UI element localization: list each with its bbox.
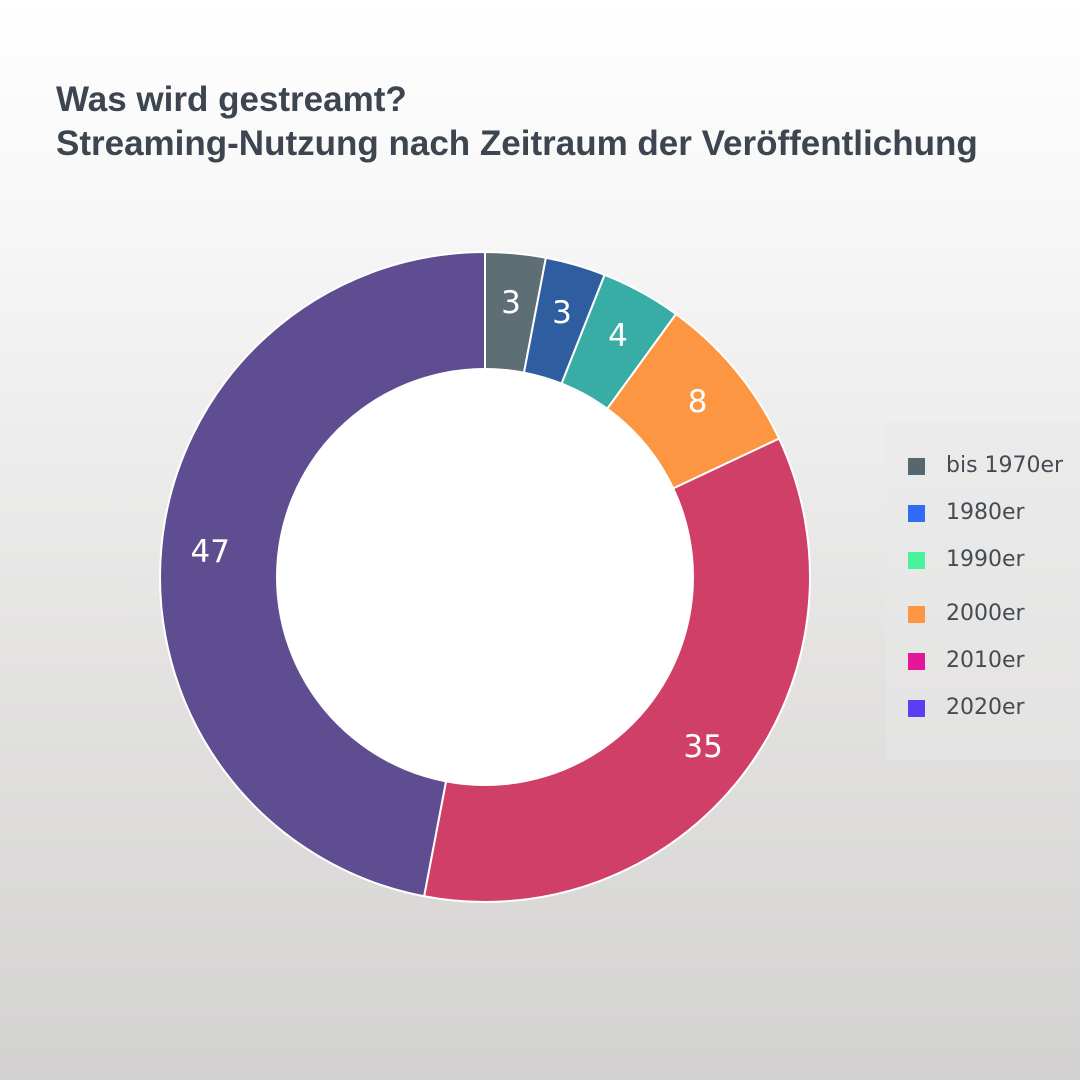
chart-title: Was wird gestreamt? Streaming-Nutzung na… xyxy=(56,78,978,166)
chart-subtitle: Streaming-Nutzung nach Zeitraum der Verö… xyxy=(56,124,978,163)
legend-swatch xyxy=(908,700,925,717)
slice-value-label: 35 xyxy=(683,729,722,765)
legend-swatch xyxy=(908,505,925,522)
legend-label: 2020er xyxy=(946,695,1025,720)
slice-value-label: 47 xyxy=(190,534,229,570)
legend-swatch xyxy=(908,552,925,569)
legend-label: 1990er xyxy=(946,547,1025,572)
slice-value-label: 3 xyxy=(552,295,572,331)
legend-item[interactable]: 2020er xyxy=(886,686,1080,733)
legend-swatch xyxy=(908,458,925,475)
legend-label: 2010er xyxy=(946,648,1025,673)
legend-item[interactable]: 1990er xyxy=(886,538,1080,585)
slice-value-label: 4 xyxy=(608,318,628,354)
legend-label: bis 1970er xyxy=(946,453,1064,478)
donut-hole xyxy=(276,368,694,786)
legend-item[interactable]: 1980er xyxy=(886,491,1080,538)
legend-label: 2000er xyxy=(946,601,1025,626)
chart-title-line: Was wird gestreamt? xyxy=(56,80,407,119)
legend-item[interactable]: 2000er xyxy=(886,592,1080,639)
legend-swatch xyxy=(908,606,925,623)
slice-value-label: 3 xyxy=(501,285,521,321)
slice-value-label: 8 xyxy=(688,384,708,420)
legend: bis 1970er 1980er 1990er 2000er 2010er 2020er xyxy=(886,422,1080,760)
legend-item[interactable]: 2010er xyxy=(886,639,1080,686)
legend-label: 1980er xyxy=(946,500,1025,525)
legend-item[interactable]: bis 1970er xyxy=(886,444,1080,491)
legend-swatch xyxy=(908,653,925,670)
